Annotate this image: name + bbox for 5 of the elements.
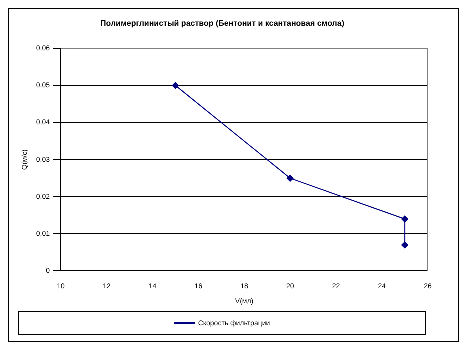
- point: [286, 174, 294, 182]
- point: [402, 216, 409, 223]
- point: [402, 242, 409, 249]
- chart-title: Полимерглинистый раствор (Бентонит и ксантановая смола): [100, 19, 345, 28]
- point: [172, 82, 180, 90]
